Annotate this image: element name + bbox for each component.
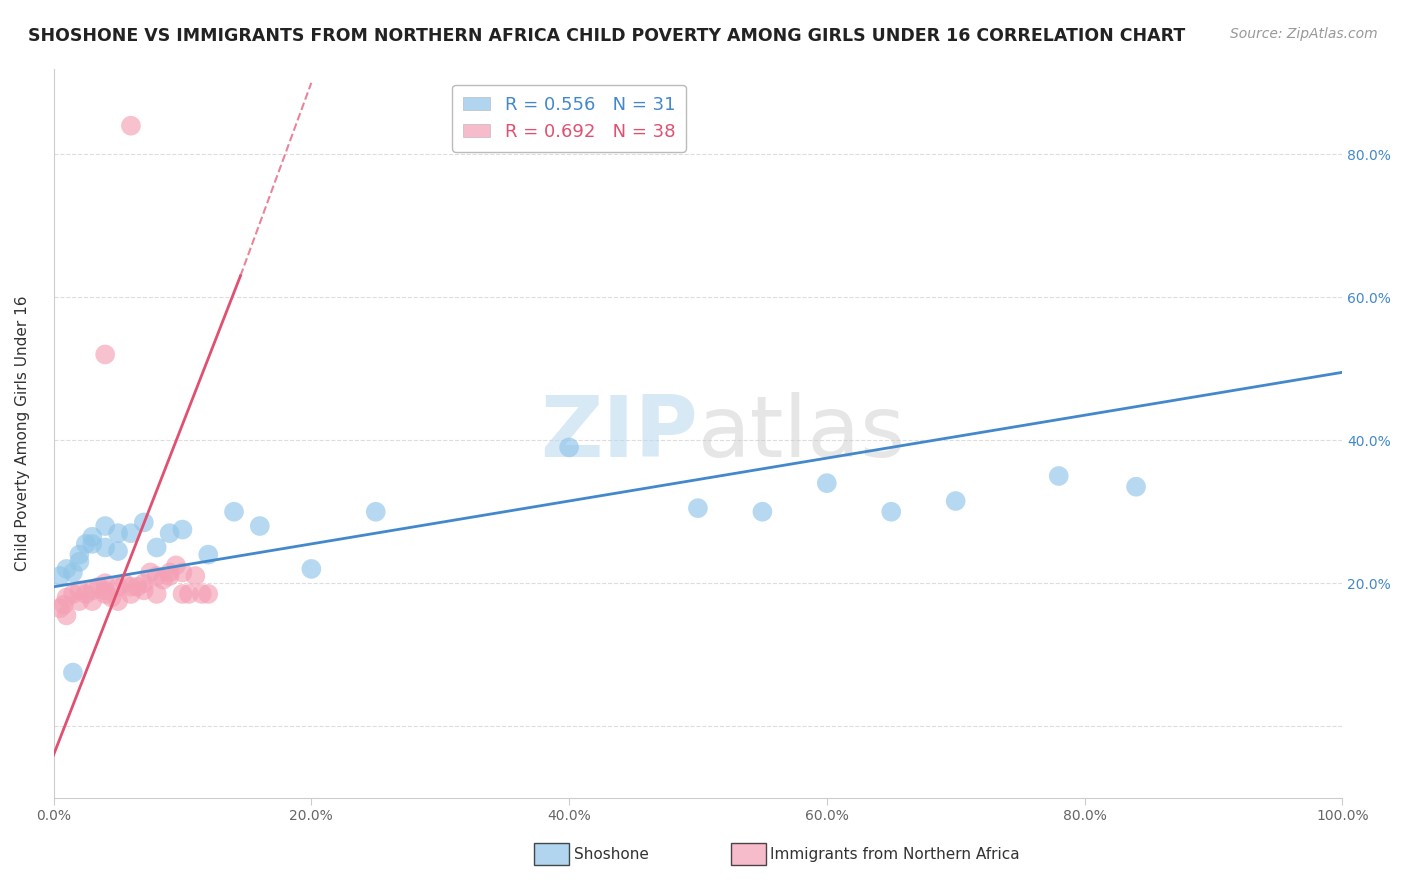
Point xyxy=(94,583,117,598)
Text: ZIP: ZIP xyxy=(540,392,697,475)
Point xyxy=(120,587,142,601)
Point xyxy=(191,587,214,601)
Point xyxy=(132,516,155,530)
Point xyxy=(82,530,104,544)
Point xyxy=(94,541,117,555)
Point xyxy=(55,591,77,605)
Point xyxy=(159,526,181,541)
Point xyxy=(1125,480,1147,494)
Point xyxy=(222,505,245,519)
Point xyxy=(114,576,136,591)
Point xyxy=(55,562,77,576)
Point xyxy=(120,526,142,541)
Point xyxy=(197,548,219,562)
Point xyxy=(107,594,129,608)
Point xyxy=(120,119,142,133)
Point xyxy=(67,594,90,608)
Point xyxy=(945,494,967,508)
Point xyxy=(145,541,167,555)
Point xyxy=(67,555,90,569)
Point xyxy=(67,548,90,562)
Point xyxy=(132,583,155,598)
Point xyxy=(249,519,271,533)
Point xyxy=(55,608,77,623)
Point xyxy=(139,566,162,580)
Point xyxy=(82,537,104,551)
Point xyxy=(299,562,322,576)
Point xyxy=(67,583,90,598)
Point xyxy=(94,347,117,361)
Text: SHOSHONE VS IMMIGRANTS FROM NORTHERN AFRICA CHILD POVERTY AMONG GIRLS UNDER 16 C: SHOSHONE VS IMMIGRANTS FROM NORTHERN AFR… xyxy=(28,27,1185,45)
Point xyxy=(1047,469,1070,483)
Point xyxy=(87,580,110,594)
Point xyxy=(107,544,129,558)
Legend: R = 0.556   N = 31, R = 0.692   N = 38: R = 0.556 N = 31, R = 0.692 N = 38 xyxy=(453,85,686,152)
Point xyxy=(94,576,117,591)
Point xyxy=(172,566,194,580)
Point xyxy=(132,576,155,591)
Point xyxy=(145,569,167,583)
Point xyxy=(364,505,387,519)
Point xyxy=(159,569,181,583)
Point xyxy=(52,598,75,612)
Point xyxy=(120,580,142,594)
Point xyxy=(815,476,838,491)
Point xyxy=(62,587,84,601)
Point xyxy=(751,505,773,519)
Point xyxy=(94,519,117,533)
Text: Immigrants from Northern Africa: Immigrants from Northern Africa xyxy=(770,847,1021,862)
Point xyxy=(145,587,167,601)
Point xyxy=(107,526,129,541)
Point xyxy=(94,587,117,601)
Point xyxy=(49,601,72,615)
Text: atlas: atlas xyxy=(697,392,905,475)
Point xyxy=(197,587,219,601)
Point xyxy=(75,587,97,601)
Point xyxy=(107,580,129,594)
Point xyxy=(49,569,72,583)
Point xyxy=(75,537,97,551)
Point xyxy=(172,587,194,601)
Point xyxy=(62,566,84,580)
Point xyxy=(880,505,903,519)
Point xyxy=(82,594,104,608)
Point xyxy=(82,583,104,598)
Point xyxy=(152,573,174,587)
Point xyxy=(165,558,187,573)
Text: Shoshone: Shoshone xyxy=(574,847,648,862)
Y-axis label: Child Poverty Among Girls Under 16: Child Poverty Among Girls Under 16 xyxy=(15,295,30,571)
Point xyxy=(62,665,84,680)
Point xyxy=(558,441,581,455)
Point xyxy=(172,523,194,537)
Point xyxy=(177,587,200,601)
Point xyxy=(184,569,207,583)
Point xyxy=(159,566,181,580)
Point xyxy=(686,501,709,516)
Point xyxy=(100,591,122,605)
Text: Source: ZipAtlas.com: Source: ZipAtlas.com xyxy=(1230,27,1378,41)
Point xyxy=(127,580,149,594)
